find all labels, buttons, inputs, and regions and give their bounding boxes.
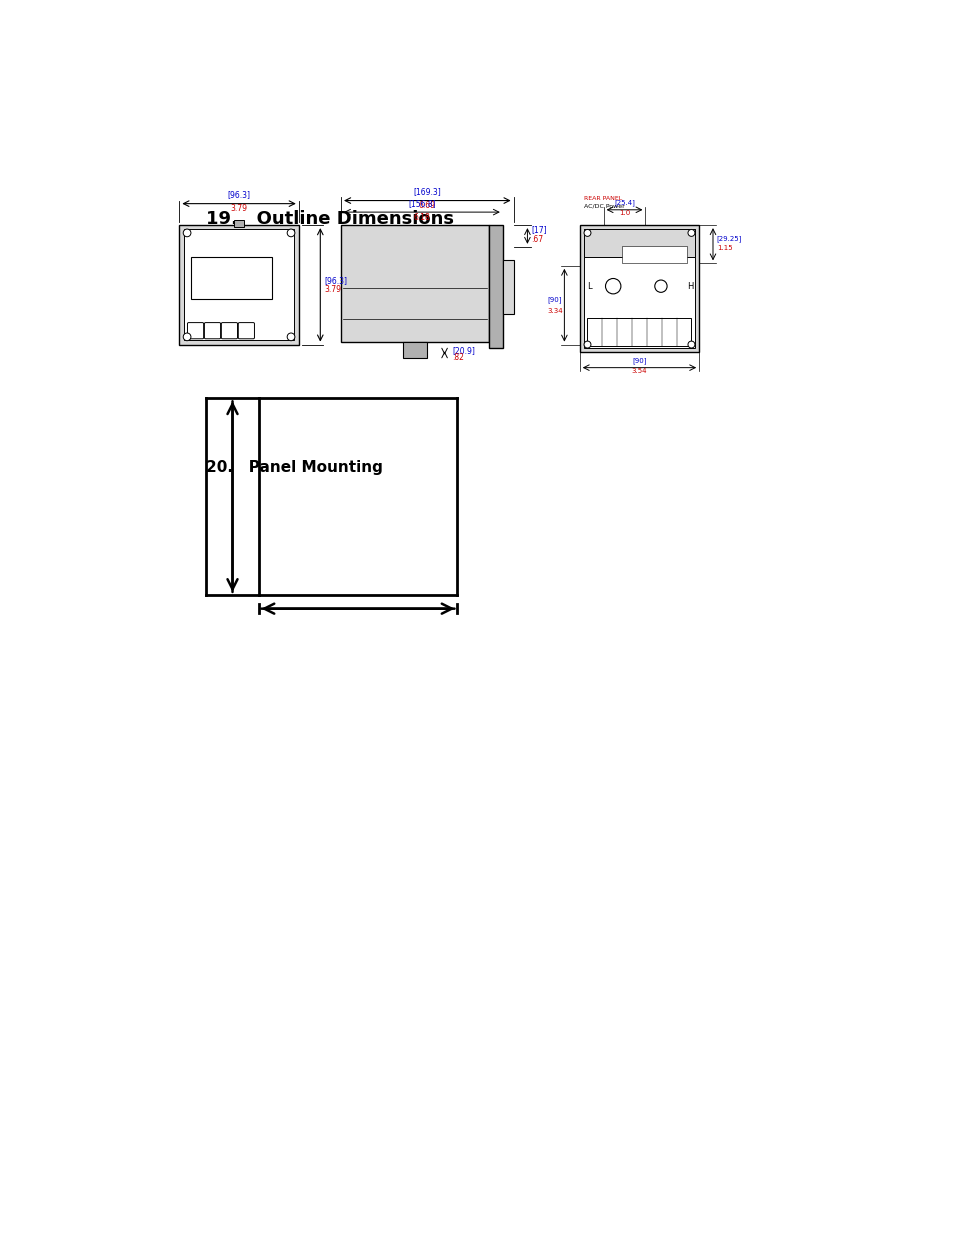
Text: [25.4]: [25.4] [614, 199, 635, 206]
Circle shape [287, 228, 294, 237]
Text: [90]: [90] [547, 296, 561, 303]
Circle shape [654, 280, 666, 293]
Bar [183, 230, 294, 341]
Text: REAR PANEL: REAR PANEL [583, 195, 621, 200]
Bar [587, 319, 691, 346]
Bar [579, 225, 699, 352]
Text: 6.69: 6.69 [418, 200, 436, 210]
Bar [402, 342, 427, 358]
Circle shape [583, 230, 590, 236]
Bar [233, 220, 244, 227]
Circle shape [605, 278, 620, 294]
Text: [96.3]: [96.3] [324, 275, 347, 285]
Text: .67: .67 [531, 235, 543, 243]
Bar [191, 257, 272, 299]
Text: 3.79: 3.79 [324, 285, 341, 294]
Bar [341, 225, 488, 342]
Text: PRESSURE: PRESSURE [641, 252, 666, 257]
Text: L: L [586, 282, 591, 290]
Text: 3.54: 3.54 [631, 368, 646, 374]
Text: .82: .82 [452, 353, 464, 362]
Text: 19.   Outline Dimensions: 19. Outline Dimensions [206, 210, 454, 227]
Text: 6.18: 6.18 [414, 212, 430, 222]
Circle shape [583, 341, 590, 348]
FancyBboxPatch shape [188, 322, 203, 338]
Circle shape [183, 333, 191, 341]
Circle shape [287, 333, 294, 341]
Bar [621, 246, 686, 263]
Text: 3.79: 3.79 [231, 204, 247, 212]
FancyBboxPatch shape [238, 322, 254, 338]
Text: [20.9]: [20.9] [452, 346, 475, 356]
Text: [156.8]: [156.8] [408, 199, 436, 209]
Bar [583, 228, 695, 257]
Text: [90]: [90] [632, 357, 646, 364]
Text: 20.   Panel Mounting: 20. Panel Mounting [206, 461, 383, 475]
Text: 3.34: 3.34 [547, 308, 562, 314]
Text: [29.25]: [29.25] [716, 236, 741, 242]
Text: H: H [686, 282, 693, 290]
Circle shape [687, 230, 694, 236]
Circle shape [687, 341, 694, 348]
Bar [583, 228, 695, 348]
FancyBboxPatch shape [221, 322, 237, 338]
Text: 1.0: 1.0 [618, 210, 630, 216]
Text: [96.3]: [96.3] [228, 190, 251, 199]
Text: AC/DC Power: AC/DC Power [583, 204, 623, 209]
Text: [169.3]: [169.3] [413, 186, 440, 196]
Bar [502, 259, 513, 314]
Bar [488, 225, 502, 348]
Text: 1.15: 1.15 [716, 245, 732, 251]
FancyBboxPatch shape [204, 322, 220, 338]
Circle shape [183, 228, 191, 237]
Bar [179, 225, 298, 345]
Text: [17]: [17] [531, 225, 546, 235]
